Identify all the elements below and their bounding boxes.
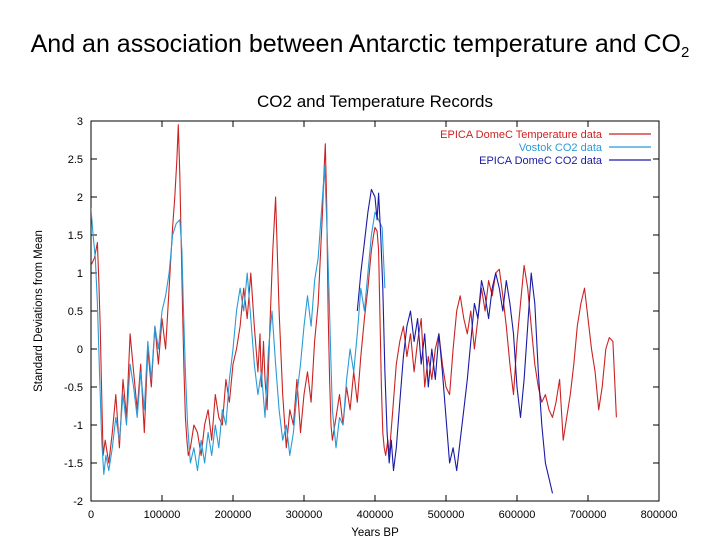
legend-label-epica-domec-co2-data: EPICA DomeC CO2 data — [479, 155, 603, 167]
x-tick-label: 600000 — [499, 509, 536, 521]
legend-label-epica-domec-temperature-data: EPICA DomeC Temperature data — [440, 129, 603, 141]
y-tick-label: 0.5 — [68, 306, 83, 318]
y-tick-label: -2 — [73, 496, 83, 508]
x-tick-label: 0 — [88, 509, 94, 521]
slide-title-subscript: 2 — [681, 44, 690, 61]
slide-title: And an association between Antarctic tem… — [0, 30, 720, 61]
series-layer — [91, 124, 617, 494]
x-axis: 0 100000 200000 300000 400000 500000 600000 700… — [88, 121, 677, 521]
chart-title: CO2 and Temperature Records — [257, 92, 493, 111]
series-line-epica-domec-co2-data — [356, 188, 554, 494]
y-tick-label: 1.5 — [68, 230, 83, 242]
y-tick-label: 3 — [77, 116, 83, 128]
co2-temperature-chart: CO2 and Temperature Records -2 -1.5 -1 -0.5… — [33, 92, 677, 539]
x-tick-label: 300000 — [286, 509, 323, 521]
series-line-epica-domec-temperature-data — [91, 124, 617, 464]
y-axis: -2 -1.5 -1 -0.5 0 0.5 1 1.5 2 2.5 3 — [64, 116, 659, 508]
y-tick-label: 1 — [77, 268, 83, 280]
y-tick-label: -1.5 — [64, 458, 83, 470]
x-tick-label: 100000 — [144, 509, 181, 521]
x-tick-label: 500000 — [428, 509, 465, 521]
y-tick-label: 2 — [77, 192, 83, 204]
y-tick-label: 2.5 — [68, 154, 83, 166]
x-tick-label: 200000 — [215, 509, 252, 521]
slide-title-main: And an association between Antarctic tem… — [30, 30, 682, 58]
series-line-vostok-co2-data — [91, 166, 386, 475]
y-axis-label: Standard Deviations from Mean — [33, 230, 45, 392]
x-axis-label: Years BP — [351, 527, 399, 539]
y-tick-label: 0 — [77, 344, 83, 356]
x-tick-label: 400000 — [357, 509, 394, 521]
y-tick-label: -1 — [73, 420, 83, 432]
legend-label-vostok-co2-data: Vostok CO2 data — [519, 142, 603, 154]
x-tick-label: 800000 — [641, 509, 678, 521]
x-tick-label: 700000 — [570, 509, 607, 521]
y-tick-label: -0.5 — [64, 382, 83, 394]
